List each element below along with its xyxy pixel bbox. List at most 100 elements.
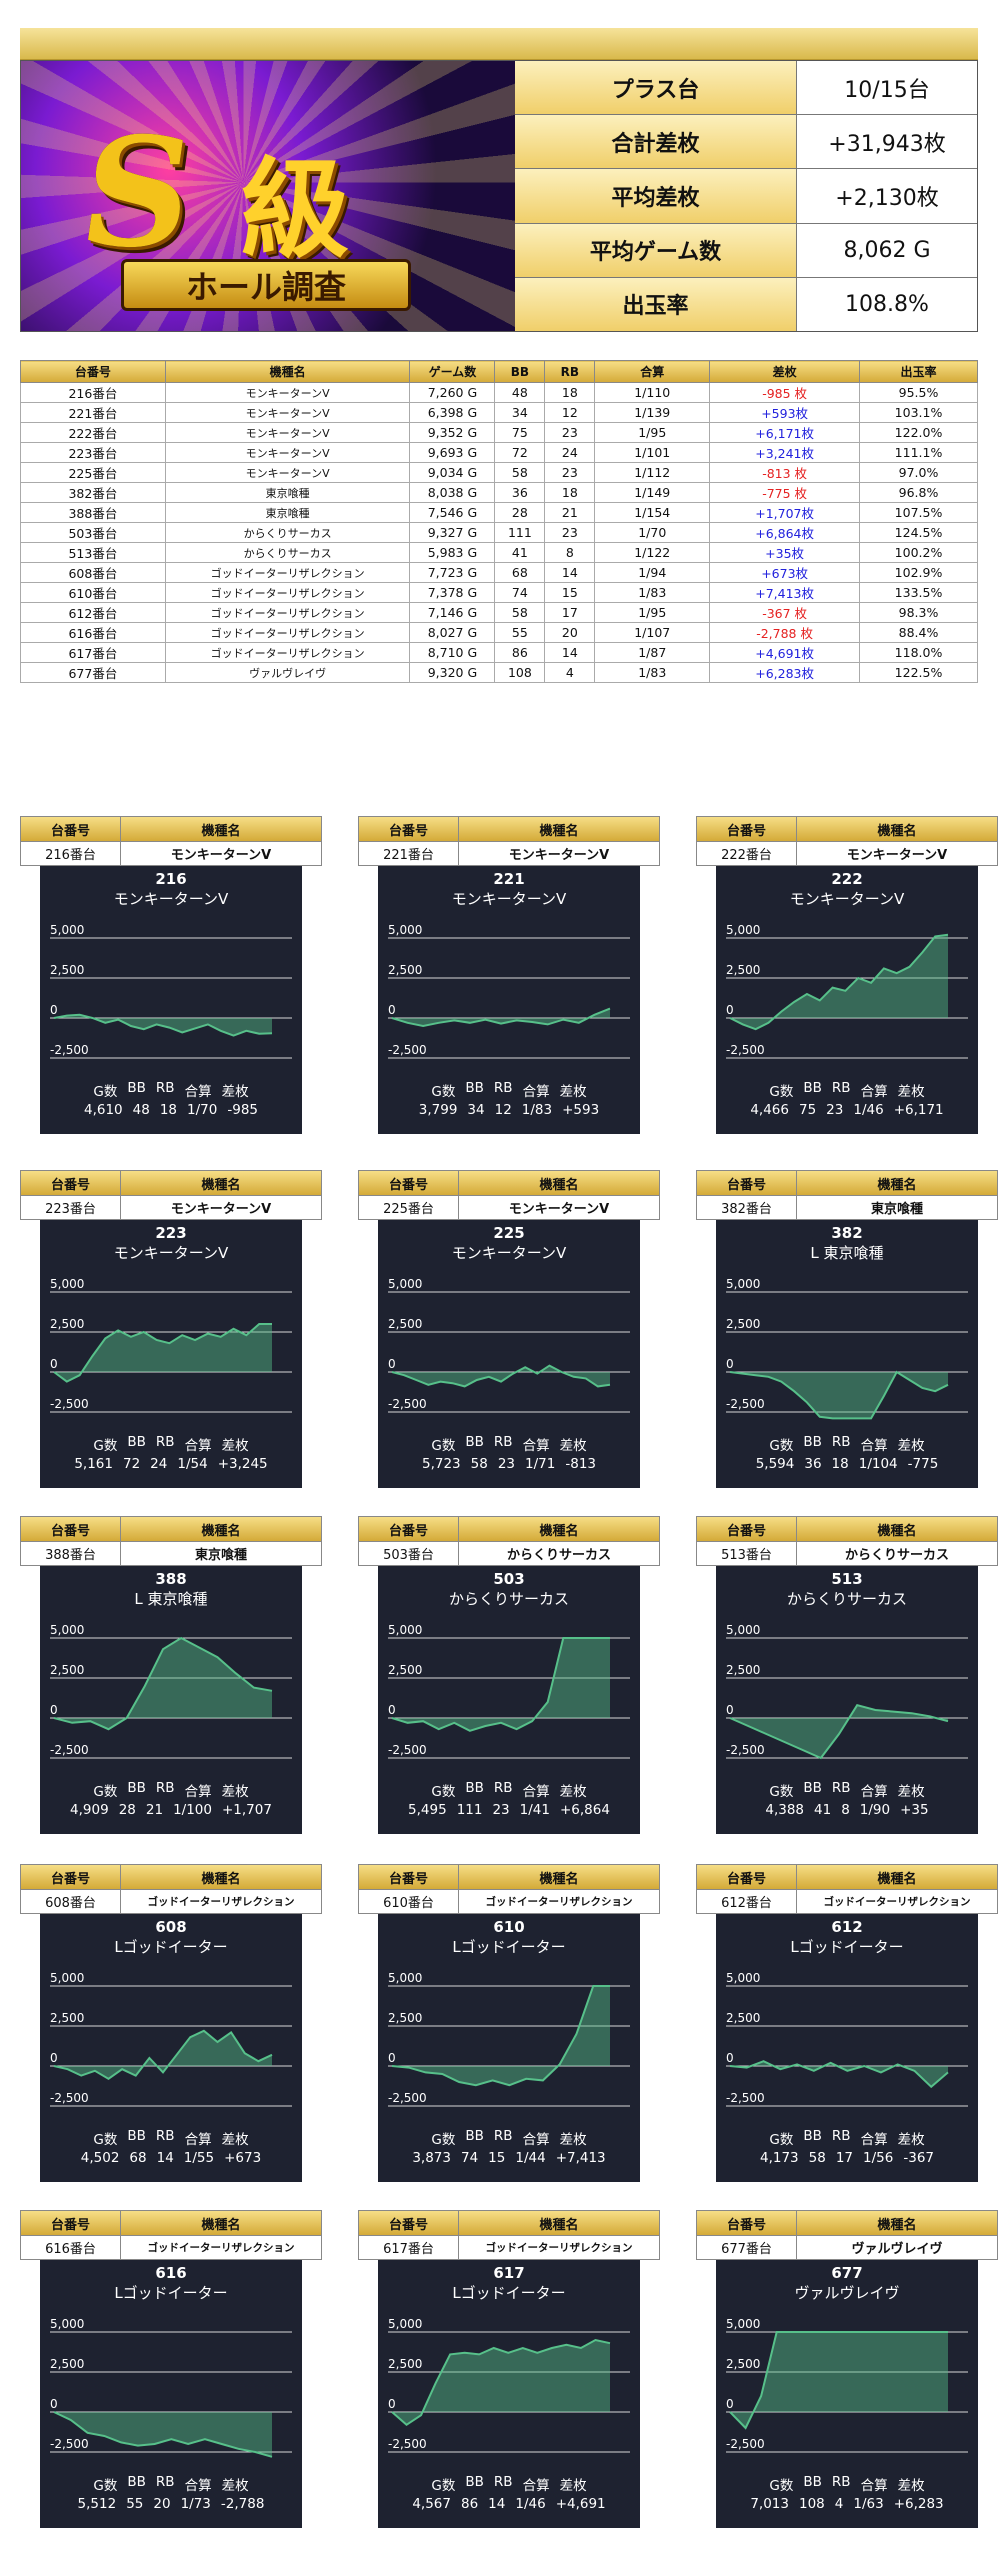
graph-chart: 5,000 2,500 0 -2,500 bbox=[726, 1971, 968, 2107]
table-cell: 75 bbox=[494, 422, 546, 443]
y-tick-label: 2,500 bbox=[726, 1663, 760, 1677]
table-cell: ゴッドイーターリザレクション bbox=[164, 562, 411, 583]
y-tick-label: -2,500 bbox=[50, 2437, 89, 2451]
stat-value: 4,502 bbox=[80, 2150, 120, 2166]
stat-value: +6,283 bbox=[893, 2496, 944, 2512]
table-cell: -813 枚 bbox=[709, 462, 861, 483]
table-cell: 133.5% bbox=[859, 582, 978, 603]
table-cell: 8 bbox=[544, 542, 596, 563]
card-info-row: 221番台 モンキーターンV bbox=[358, 842, 660, 866]
table-cell: 48 bbox=[494, 382, 546, 403]
table-cell: -985 枚 bbox=[709, 382, 861, 403]
card-machine-no: 677番台 bbox=[697, 2236, 797, 2259]
table-cell: 8,038 G bbox=[409, 482, 496, 503]
table-cell: 616番台 bbox=[20, 622, 166, 643]
stat-value: 1/63 bbox=[853, 2496, 884, 2512]
summary-label: 平均ゲーム数 bbox=[515, 223, 797, 277]
stat-value: 4,610 bbox=[84, 1102, 123, 1118]
stat-header: 合算 bbox=[522, 1784, 550, 1800]
card-info-row: 616番台 ゴッドイーターリザレクション bbox=[20, 2236, 322, 2260]
stat-value: +593 bbox=[562, 1102, 600, 1118]
table-body: 216番台 モンキーターンV 7,260 G 48 18 1/110 -985 枚 95.5%… bbox=[20, 382, 978, 683]
stat-header: 差枚 bbox=[559, 1438, 587, 1454]
stat-value: 3,873 bbox=[412, 2150, 451, 2166]
graph-stats-values: 4,567 86 14 1/46 +4,691 bbox=[378, 2496, 640, 2512]
graph-stats-header: G数 BB RB 合算 差枚 bbox=[40, 2474, 302, 2494]
table-cell: 1/83 bbox=[594, 582, 711, 603]
graph-title: Lゴッドイーター bbox=[452, 1938, 566, 1956]
graph-line bbox=[53, 1013, 273, 1037]
y-tick-label: -2,500 bbox=[726, 1043, 765, 1057]
graph-chart: 5,000 2,500 0 -2,500 bbox=[388, 1277, 630, 1413]
graph-title: ヴァルヴレイヴ bbox=[794, 2284, 900, 2302]
stat-value: 4,466 bbox=[750, 1102, 789, 1118]
stat-value: 1/70 bbox=[187, 1102, 218, 1118]
table-row: 382番台 東京喰種 8,038 G 36 18 1/149 -775 枚 96.8% bbox=[20, 482, 978, 503]
graph-number: 612 bbox=[831, 1918, 863, 1936]
graph-number: 222 bbox=[831, 870, 863, 888]
table-cell: モンキーターンV bbox=[164, 402, 411, 423]
graph-panel: 216 モンキーターンV 5,000 2,500 0 -2,500 G数 BB RB 合算 差枚 4,… bbox=[40, 866, 302, 1134]
table-cell: 111.1% bbox=[859, 442, 978, 463]
stat-value: +35 bbox=[900, 1802, 929, 1818]
graph-card: 台番号 機種名 513番台 からくりサーカス 513 からくりサーカス 5,000 2,500… bbox=[696, 1516, 998, 1834]
table-cell: モンキーターンV bbox=[164, 462, 411, 483]
stat-header: RB bbox=[831, 1780, 851, 1796]
table-cell: -367 枚 bbox=[709, 602, 861, 623]
stat-header: BB bbox=[465, 2128, 484, 2144]
stat-value: 28 bbox=[118, 1802, 136, 1818]
table-cell: +1,707枚 bbox=[709, 502, 861, 523]
y-tick-label: 2,500 bbox=[50, 2011, 84, 2025]
stat-header: G数 bbox=[431, 2478, 456, 2494]
y-tick-label: -2,500 bbox=[388, 2091, 427, 2105]
card-machine-name: モンキーターンV bbox=[170, 1202, 272, 1217]
stat-header: G数 bbox=[431, 2132, 456, 2148]
card-header-machine: 機種名 bbox=[201, 1871, 241, 1887]
graph-stats-values: 5,512 55 20 1/73 -2,788 bbox=[40, 2496, 302, 2512]
graph-title: モンキーターンV bbox=[113, 890, 229, 908]
table-cell: 122.5% bbox=[859, 662, 978, 683]
stat-header: RB bbox=[831, 2128, 851, 2144]
graph-stats-values: 4,610 48 18 1/70 -985 bbox=[40, 1102, 302, 1118]
stat-header: 合算 bbox=[860, 2478, 888, 2494]
graph-stats-values: 4,502 68 14 1/55 +673 bbox=[40, 2150, 302, 2166]
graph-panel: 677 ヴァルヴレイヴ 5,000 2,500 0 -2,500 G数 BB RB 合算 差枚 7,0… bbox=[716, 2260, 978, 2528]
graph-stats-values: 4,466 75 23 1/46 +6,171 bbox=[716, 1102, 978, 1118]
card-machine-name: ゴッドイーターリザレクション bbox=[485, 2242, 633, 2254]
y-tick-label: 2,500 bbox=[388, 1317, 422, 1331]
y-tick-label: 5,000 bbox=[726, 1277, 760, 1291]
y-tick-label: 0 bbox=[388, 1357, 396, 1371]
table-cell: 23 bbox=[544, 462, 596, 483]
graph-number: 382 bbox=[831, 1224, 863, 1242]
stat-header: G数 bbox=[93, 1438, 118, 1454]
machine-table: 台番号 機種名 ゲーム数 BB RB 合算 差枚 出玉率 216番台 モンキーターンV 7,260… bbox=[20, 360, 978, 683]
table-cell: 8,027 G bbox=[409, 622, 496, 643]
stat-header: RB bbox=[831, 1080, 851, 1096]
graph-panel: 610 Lゴッドイーター 5,000 2,500 0 -2,500 G数 BB RB 合算 差枚 3,… bbox=[378, 1914, 640, 2182]
stat-header: RB bbox=[155, 1780, 175, 1796]
stat-header: 差枚 bbox=[221, 1438, 249, 1454]
card-machine-name: 東京喰種 bbox=[194, 1548, 247, 1563]
graph-card: 台番号 機種名 225番台 モンキーターンV 225 モンキーターンV 5,000 2,500… bbox=[358, 1170, 660, 1488]
stat-value: 23 bbox=[497, 1456, 516, 1472]
table-cell: 677番台 bbox=[20, 662, 166, 683]
card-header: 台番号 機種名 bbox=[358, 2210, 660, 2236]
stat-header: RB bbox=[493, 2128, 513, 2144]
y-tick-label: 2,500 bbox=[50, 2357, 84, 2371]
table-cell: 1/139 bbox=[594, 402, 711, 423]
graph-stats-header: G数 BB RB 合算 差枚 bbox=[378, 2128, 640, 2148]
graph-line bbox=[729, 2331, 948, 2430]
table-header-cell: 出玉率 bbox=[859, 360, 978, 383]
table-cell: 8,710 G bbox=[409, 642, 496, 663]
table-cell: 617番台 bbox=[20, 642, 166, 663]
table-cell: 9,693 G bbox=[409, 442, 496, 463]
graph-title: Lゴッドイーター bbox=[114, 1938, 228, 1956]
y-tick-label: -2,500 bbox=[50, 2091, 89, 2105]
table-cell: 222番台 bbox=[20, 422, 166, 443]
stat-value: 1/54 bbox=[177, 1456, 208, 1472]
stat-header: G数 bbox=[769, 2132, 794, 2148]
card-header: 台番号 機種名 bbox=[20, 1516, 322, 1542]
graph-area bbox=[54, 1638, 272, 1730]
stat-value: 4,173 bbox=[760, 2150, 799, 2166]
table-cell: 23 bbox=[544, 422, 596, 443]
